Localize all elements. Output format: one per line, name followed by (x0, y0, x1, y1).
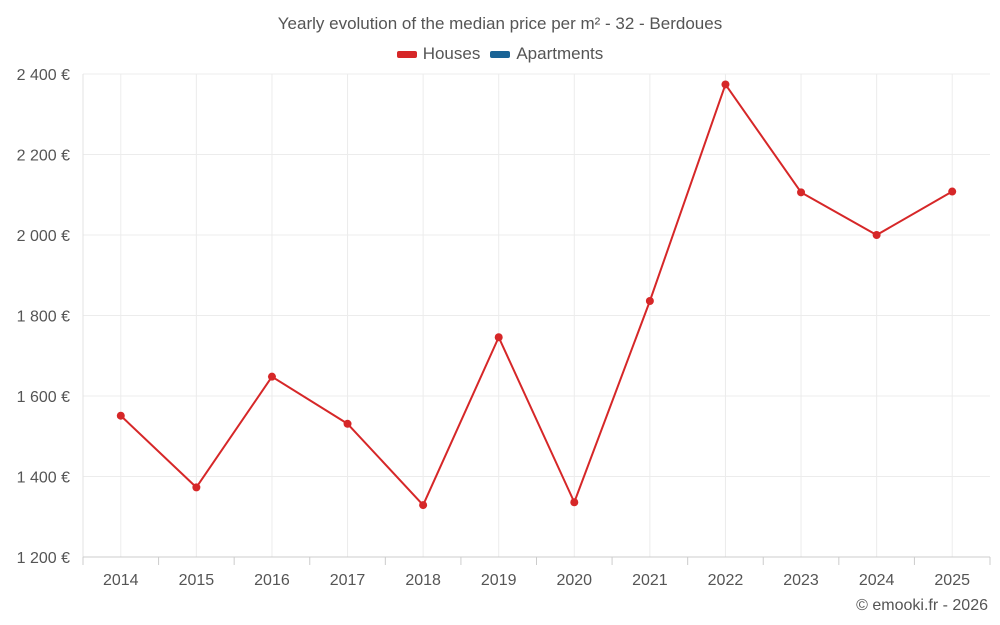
y-tick-label: 1 600 € (17, 389, 70, 406)
y-tick-label: 1 800 € (17, 309, 70, 326)
data-point (267, 372, 276, 381)
data-point (192, 483, 201, 492)
y-tick-label: 1 400 € (17, 470, 70, 487)
x-tick-label: 2014 (103, 572, 139, 589)
credit-text: © emooki.fr - 2026 (856, 597, 988, 614)
x-tick-label: 2021 (632, 572, 668, 589)
x-tick-label: 2015 (179, 572, 215, 589)
data-point (116, 411, 125, 420)
chart-title: Yearly evolution of the median price per… (277, 14, 723, 33)
x-tick-label: 2022 (708, 572, 744, 589)
legend-item-houses[interactable]: Houses (396, 44, 481, 64)
x-tick-label: 2023 (783, 572, 819, 589)
y-tick-label: 2 200 € (17, 148, 70, 165)
data-point (645, 297, 654, 306)
legend-label-apartments: Apartments (516, 44, 604, 63)
data-point (419, 501, 428, 510)
legend: Houses Apartments (0, 44, 1000, 64)
x-tick-label: 2017 (330, 572, 366, 589)
data-point (494, 333, 503, 342)
data-point (721, 80, 730, 89)
data-point (343, 419, 352, 428)
series-line-houses (120, 83, 953, 507)
x-tick-label: 2024 (859, 572, 895, 589)
x-tick-label: 2020 (556, 572, 592, 589)
legend-swatch-apartments (490, 50, 511, 58)
legend-swatch-houses (396, 50, 417, 58)
legend-label-houses: Houses (422, 44, 481, 63)
y-tick-label: 2 400 € (17, 67, 70, 84)
y-tick-label: 2 000 € (17, 228, 70, 245)
x-tick-label: 2019 (481, 572, 517, 589)
legend-item-apartments[interactable]: Apartments (490, 44, 603, 64)
data-point (797, 188, 806, 197)
x-tick-label: 2025 (934, 572, 970, 589)
x-tick-label: 2016 (254, 572, 290, 589)
data-point (872, 231, 881, 239)
data-point (948, 187, 957, 196)
data-point (570, 498, 579, 507)
y-tick-label: 1 200 € (17, 550, 70, 567)
x-tick-label: 2018 (405, 572, 441, 589)
